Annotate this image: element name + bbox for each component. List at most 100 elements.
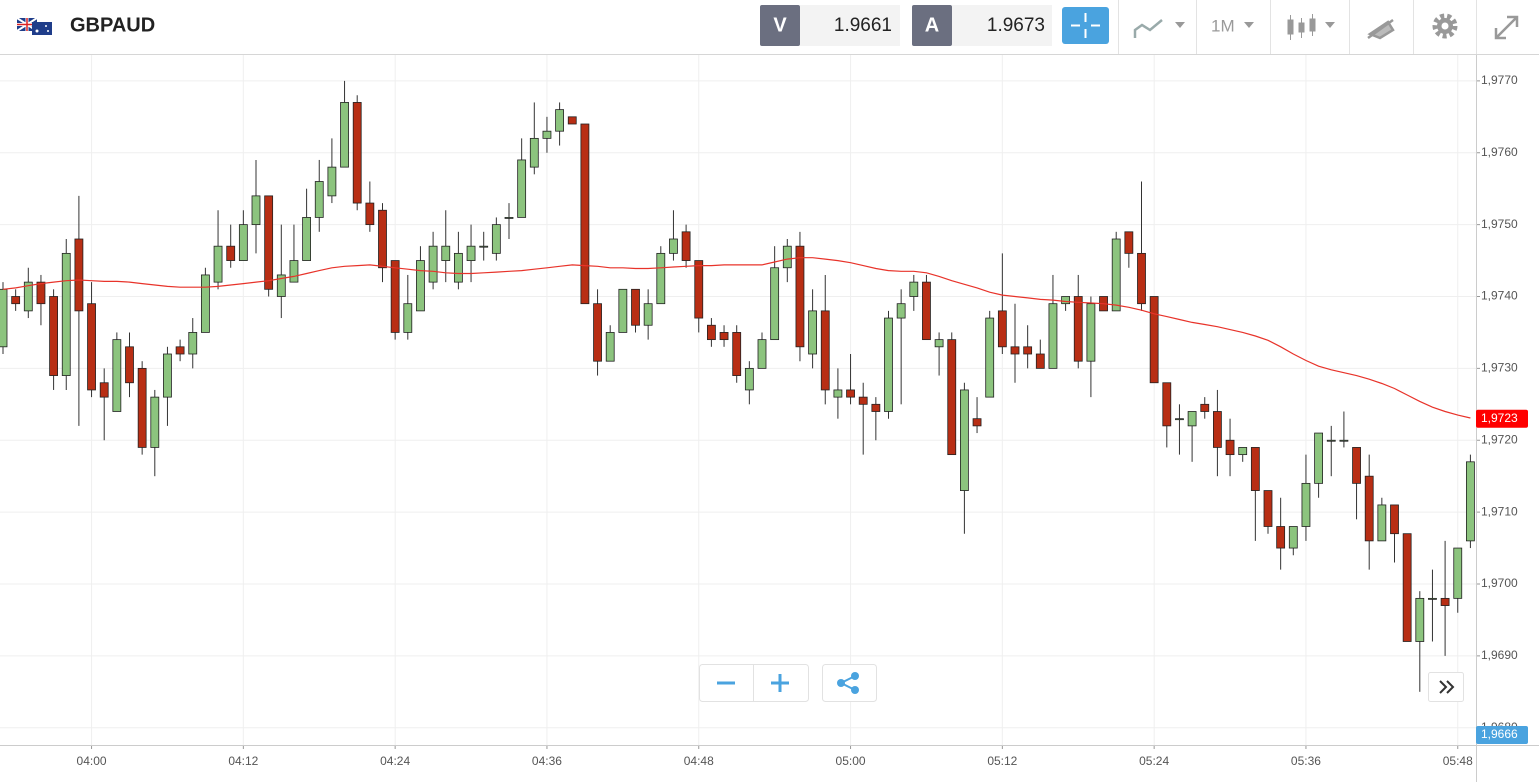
- candle-body: [61, 252, 71, 376]
- candle-body: [238, 224, 248, 261]
- candle-body: [1149, 296, 1159, 384]
- candle-style-button[interactable]: [1287, 14, 1335, 40]
- candle-body: [340, 102, 349, 168]
- bid-button[interactable]: [760, 5, 800, 46]
- candle-body: [175, 346, 185, 355]
- price-marker: [1476, 409, 1528, 428]
- candle-body: [871, 403, 881, 412]
- timeframe[interactable]: 1M: [1211, 16, 1235, 35]
- y-tick-label: 1,9690: [1481, 648, 1518, 662]
- candle-body: [1175, 418, 1184, 421]
- candle-body: [997, 310, 1007, 348]
- dropdown-arrow: [1244, 22, 1254, 28]
- candle-body: [858, 396, 868, 405]
- candle-body: [1048, 303, 1058, 369]
- candle-body: [909, 281, 919, 297]
- x-tick-label: 04:24: [380, 754, 410, 768]
- candle-body: [1390, 504, 1399, 535]
- candle-body: [1314, 432, 1323, 484]
- candle-body: [1276, 526, 1286, 549]
- candle-body: [1023, 346, 1033, 355]
- x-tick-label: 04:36: [532, 754, 562, 768]
- ask-price: 1.9673: [987, 15, 1045, 36]
- candle-body: [36, 281, 46, 305]
- candle-body: [947, 339, 957, 456]
- candle-body: [1352, 447, 1361, 484]
- candle-body: [1225, 439, 1235, 456]
- candle-body: [782, 245, 792, 269]
- ask-button[interactable]: [912, 5, 952, 46]
- x-tick-label: 04:00: [77, 754, 107, 768]
- candle-body: [453, 252, 463, 283]
- candle-body: [1238, 447, 1248, 456]
- candle-body: [11, 296, 21, 305]
- x-tick-label: 05:12: [987, 754, 1017, 768]
- candle-body: [972, 418, 982, 427]
- candle-body: [618, 288, 628, 333]
- candle-body: [1137, 252, 1146, 305]
- candle-body: [643, 303, 653, 326]
- chart-type-button[interactable]: [1133, 19, 1185, 38]
- settings-button[interactable]: [1432, 13, 1458, 39]
- candle-body: [808, 310, 817, 355]
- scroll-right-button[interactable]: [1428, 672, 1464, 702]
- price-marker-label: 1,9666: [1481, 727, 1518, 741]
- x-tick-label: 05:24: [1139, 754, 1169, 768]
- y-tick-label: 1,9730: [1481, 361, 1518, 375]
- candle-body: [846, 389, 855, 398]
- price-marker-label: 1,9723: [1481, 411, 1518, 425]
- candle-body: [1428, 597, 1437, 600]
- candle-body: [1364, 475, 1374, 542]
- bid-box: [800, 5, 900, 46]
- candle-body: [163, 353, 172, 398]
- ask-box: [952, 5, 1052, 46]
- candle-body: [352, 102, 362, 204]
- candle-body: [1250, 447, 1260, 491]
- candle-body: [1466, 461, 1475, 542]
- candle-body: [1213, 411, 1222, 448]
- candle-body: [0, 288, 8, 348]
- candle-body: [744, 367, 754, 391]
- candle-body: [833, 389, 843, 398]
- candle-body: [795, 245, 805, 348]
- y-tick-label: 1,9760: [1481, 145, 1518, 159]
- candle-body: [757, 339, 767, 369]
- price-marker: [1476, 726, 1528, 744]
- candle-body: [1187, 411, 1197, 427]
- candle-body: [884, 317, 893, 412]
- x-tick-label: 04:48: [684, 754, 714, 768]
- candle-body: [820, 310, 830, 391]
- y-tick-label: 1,9770: [1481, 73, 1518, 87]
- candle-body: [378, 209, 387, 269]
- zoom-in-button[interactable]: [771, 674, 789, 692]
- y-tick-label: 1,9740: [1481, 289, 1518, 303]
- moving-average-line: [2, 257, 1471, 419]
- y-tick-label: 1,9720: [1481, 432, 1518, 446]
- candle-body: [1111, 238, 1121, 312]
- candle-body: [1301, 482, 1311, 527]
- candle-body: [1440, 597, 1450, 606]
- candle-body: [99, 382, 109, 398]
- y-tick-label: 1,9700: [1481, 576, 1518, 590]
- candle-body: [1415, 597, 1425, 642]
- candle-body: [264, 195, 274, 290]
- zoom-controls: [699, 664, 877, 702]
- drawing-tool-button[interactable]: [1367, 18, 1395, 40]
- share-button[interactable]: [822, 664, 877, 702]
- candle-body: [1162, 382, 1172, 427]
- candle-body: [896, 303, 906, 319]
- candle-body: [491, 224, 501, 254]
- candle-body: [605, 332, 615, 362]
- candle-body: [656, 252, 666, 305]
- crosshair-button[interactable]: [1062, 7, 1109, 44]
- candle-body: [112, 339, 122, 412]
- candle-body: [137, 367, 147, 448]
- candle-body: [681, 231, 691, 261]
- expand-button[interactable]: [1494, 15, 1519, 40]
- candle-body: [276, 274, 286, 297]
- candle-body: [529, 137, 539, 168]
- candle-body: [1288, 526, 1298, 549]
- candle-body: [23, 281, 33, 312]
- candle-body: [87, 303, 96, 391]
